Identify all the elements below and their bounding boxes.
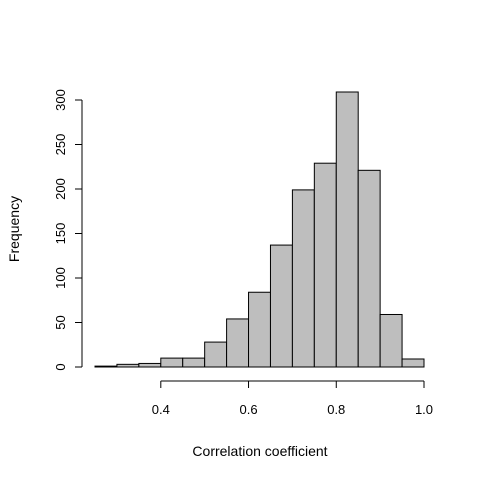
x-tick-label-1: 0.6 [239, 402, 257, 417]
histogram-bar-14 [401, 358, 425, 368]
histogram-bar-10 [313, 162, 337, 368]
y-tick-label-2: 100 [53, 267, 68, 289]
x-axis-label: Correlation coefficient [192, 443, 327, 459]
x-tick-label-2: 0.8 [327, 402, 345, 417]
histogram-bar-8 [269, 244, 293, 368]
histogram-bar-13 [379, 313, 403, 368]
histogram-bar-12 [357, 169, 381, 368]
histogram-bar-0 [94, 365, 118, 368]
histogram-bar-3 [160, 357, 184, 368]
y-tick-label-4: 200 [53, 178, 68, 200]
histogram-bar-6 [226, 318, 250, 368]
x-tick-label-3: 1.0 [415, 402, 433, 417]
y-axis-label: Frequency [6, 196, 22, 262]
histogram-bar-11 [335, 91, 359, 368]
histogram-bar-4 [182, 357, 206, 368]
histogram-bar-1 [116, 363, 140, 368]
histogram-bar-2 [138, 362, 162, 368]
bars-group [94, 91, 425, 368]
y-tick-label-1: 50 [53, 315, 68, 329]
histogram-bar-7 [248, 291, 271, 368]
y-tick-label-3: 150 [53, 223, 68, 245]
y-tick-label-5: 250 [53, 134, 68, 156]
y-axis: 0 50 100 150 200 250 300 [53, 89, 83, 371]
y-tick-label-6: 300 [53, 89, 68, 111]
histogram-bar-5 [204, 341, 228, 368]
y-tick-label-0: 0 [53, 363, 68, 370]
x-axis: 0.4 0.6 0.8 1.0 [152, 380, 433, 417]
histogram-bar-9 [291, 189, 315, 368]
x-tick-label-0: 0.4 [152, 402, 170, 417]
